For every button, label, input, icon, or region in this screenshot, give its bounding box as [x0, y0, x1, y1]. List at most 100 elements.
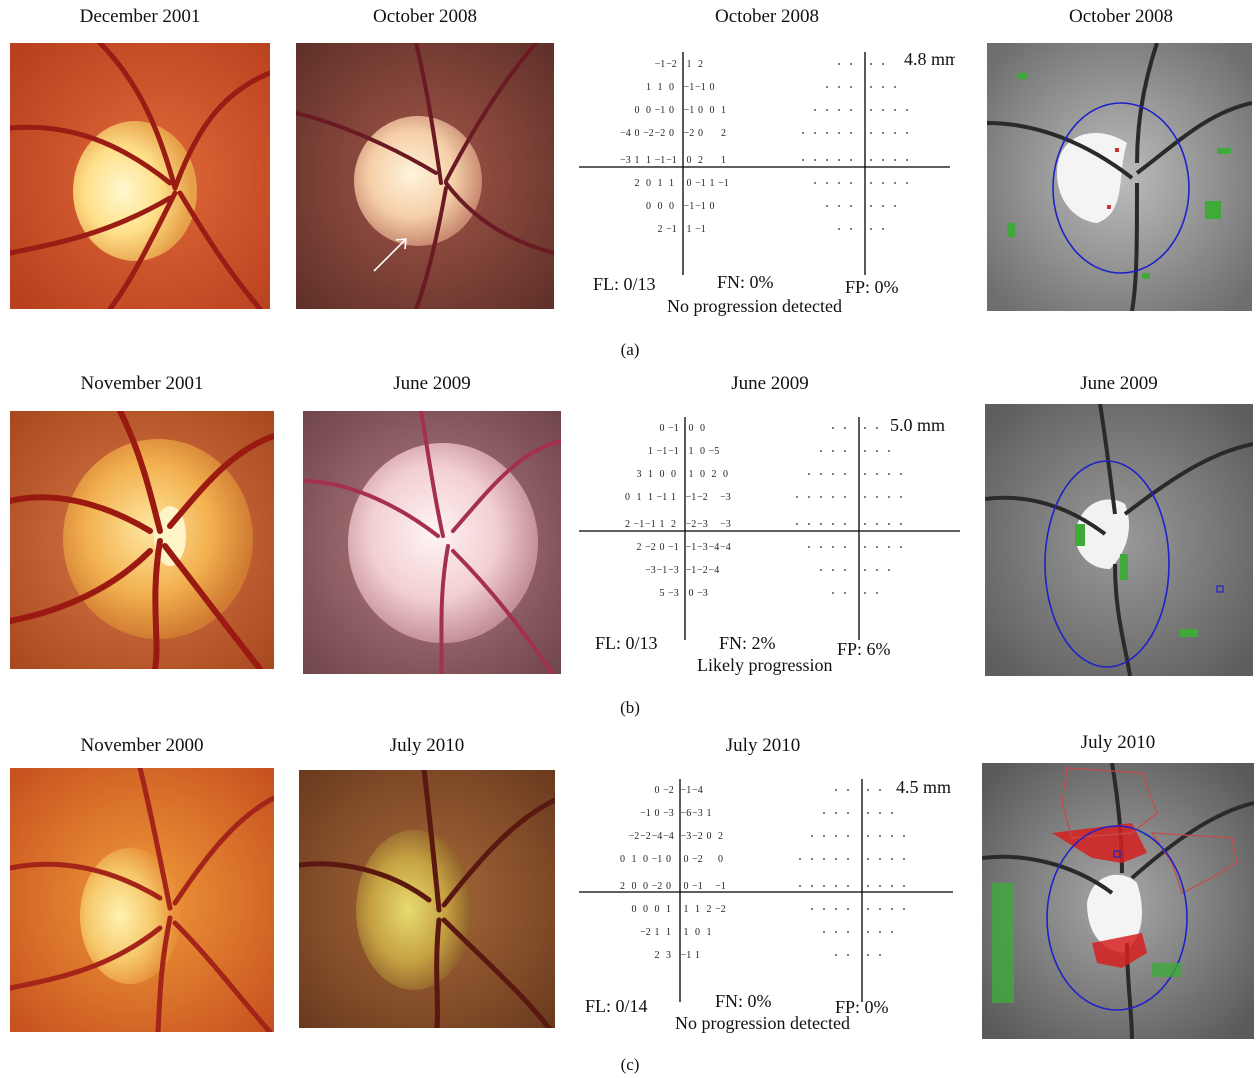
- vf-value: 0: [710, 82, 715, 93]
- fundus-photo-b2: [303, 411, 561, 674]
- panel-c-title-3: July 2010: [725, 735, 801, 756]
- vf-probability-dot: [844, 569, 846, 571]
- vf-value: 0: [655, 904, 660, 915]
- vf-probability-dot: [847, 789, 849, 791]
- vf-value: 1: [695, 904, 700, 915]
- vf-probability-dot: [891, 931, 893, 933]
- vf-value: 0: [698, 105, 703, 116]
- vf-value: 1: [689, 446, 694, 457]
- vf-value: 1: [687, 59, 692, 70]
- vf-value: 0: [669, 105, 674, 116]
- vf-probability-dot: [876, 592, 878, 594]
- vf-value: 1: [707, 808, 712, 819]
- vf-probability-dot: [906, 159, 908, 161]
- vf-probability-dot: [867, 812, 869, 814]
- vf-probability-dot: [882, 86, 884, 88]
- vf-probability-dot: [844, 592, 846, 594]
- vf-value: −2: [715, 904, 726, 915]
- vf-value: 2: [655, 950, 660, 961]
- vf-value: 0: [643, 881, 648, 892]
- vf-value: −1: [681, 950, 692, 961]
- vf-probability-dot: [838, 205, 840, 207]
- panel-b-label: (b): [620, 698, 640, 717]
- vf-value: −2: [640, 927, 651, 938]
- vf-probability-dot: [838, 63, 840, 65]
- vf-value: 2: [625, 519, 630, 530]
- vf-probability-dot: [832, 523, 834, 525]
- vf-probability-dot: [876, 450, 878, 452]
- vf-probability-dot: [879, 954, 881, 956]
- vf-probability-dot: [894, 205, 896, 207]
- vf-value: 2: [620, 881, 625, 892]
- vf-probability-dot: [823, 908, 825, 910]
- vf-value: 0: [700, 423, 705, 434]
- vf-value: −1: [668, 542, 679, 553]
- vf-probability-dot: [888, 473, 890, 475]
- vf-value: 2: [712, 469, 717, 480]
- vf-value: 0: [710, 105, 715, 116]
- vf-value: 0: [669, 82, 674, 93]
- vf-value: −2: [645, 542, 656, 553]
- vf-probability-dot: [820, 569, 822, 571]
- vf-probability-dot: [823, 835, 825, 837]
- vf-probability-dot: [826, 182, 828, 184]
- vf-value: −1: [684, 105, 695, 116]
- vf-value: 0: [625, 492, 630, 503]
- vf-probability-dot: [826, 132, 828, 134]
- fundus-photo-a2: [296, 43, 554, 309]
- vf-c-fl: FL: 0/14: [585, 996, 648, 1016]
- vf-probability-dot: [894, 132, 896, 134]
- vf-probability-dot: [882, 159, 884, 161]
- vf-value: −2: [663, 785, 674, 796]
- vf-value: −1: [681, 785, 692, 796]
- vf-probability-dot: [814, 109, 816, 111]
- vf-value: −3: [668, 588, 679, 599]
- vf-value: 1: [655, 927, 660, 938]
- vf-probability-dot: [879, 885, 881, 887]
- vf-probability-dot: [867, 908, 869, 910]
- vf-probability-dot: [796, 496, 798, 498]
- vf-probability-dot: [891, 812, 893, 814]
- vf-value: −3: [668, 565, 679, 576]
- vf-probability-dot: [835, 835, 837, 837]
- vf-value: −1: [666, 155, 677, 166]
- vf-value: 1: [660, 519, 665, 530]
- vf-probability-dot: [900, 546, 902, 548]
- vf-probability-dot: [811, 858, 813, 860]
- vf-value: −3: [692, 808, 703, 819]
- hrt-topography-c: [982, 763, 1254, 1039]
- vf-value: −2: [643, 128, 654, 139]
- vf-value: 1: [658, 82, 663, 93]
- vf-b-fp: FP: 6%: [837, 639, 891, 659]
- vf-probability-dot: [820, 450, 822, 452]
- vf-b-dots: [796, 427, 902, 594]
- vf-probability-dot: [835, 931, 837, 933]
- vf-probability-dot: [808, 496, 810, 498]
- vf-value: 0: [646, 178, 651, 189]
- vf-probability-dot: [879, 835, 881, 837]
- vf-value: 1: [721, 155, 726, 166]
- vf-probability-dot: [894, 109, 896, 111]
- vf-c-fp: FP: 0%: [835, 997, 889, 1017]
- vf-probability-dot: [870, 159, 872, 161]
- vf-probability-dot: [864, 473, 866, 475]
- vf-value: −6: [681, 808, 692, 819]
- vf-probability-dot: [882, 109, 884, 111]
- vf-probability-dot: [870, 205, 872, 207]
- vf-probability-dot: [876, 496, 878, 498]
- vf-probability-dot: [835, 812, 837, 814]
- vf-value: 0: [698, 128, 703, 139]
- vf-probability-dot: [838, 159, 840, 161]
- panel-b-title-4: June 2009: [1080, 373, 1158, 394]
- vf-probability-dot: [870, 109, 872, 111]
- vf-value: 1: [671, 492, 676, 503]
- vf-value: −3: [697, 588, 708, 599]
- vf-probability-dot: [835, 789, 837, 791]
- vf-value: −3: [697, 542, 708, 553]
- panel-c-title-2: July 2010: [389, 735, 465, 756]
- vf-value: 0: [687, 178, 692, 189]
- vf-probability-dot: [835, 858, 837, 860]
- vf-probability-dot: [838, 132, 840, 134]
- vf-probability-dot: [814, 132, 816, 134]
- vf-probability-dot: [882, 205, 884, 207]
